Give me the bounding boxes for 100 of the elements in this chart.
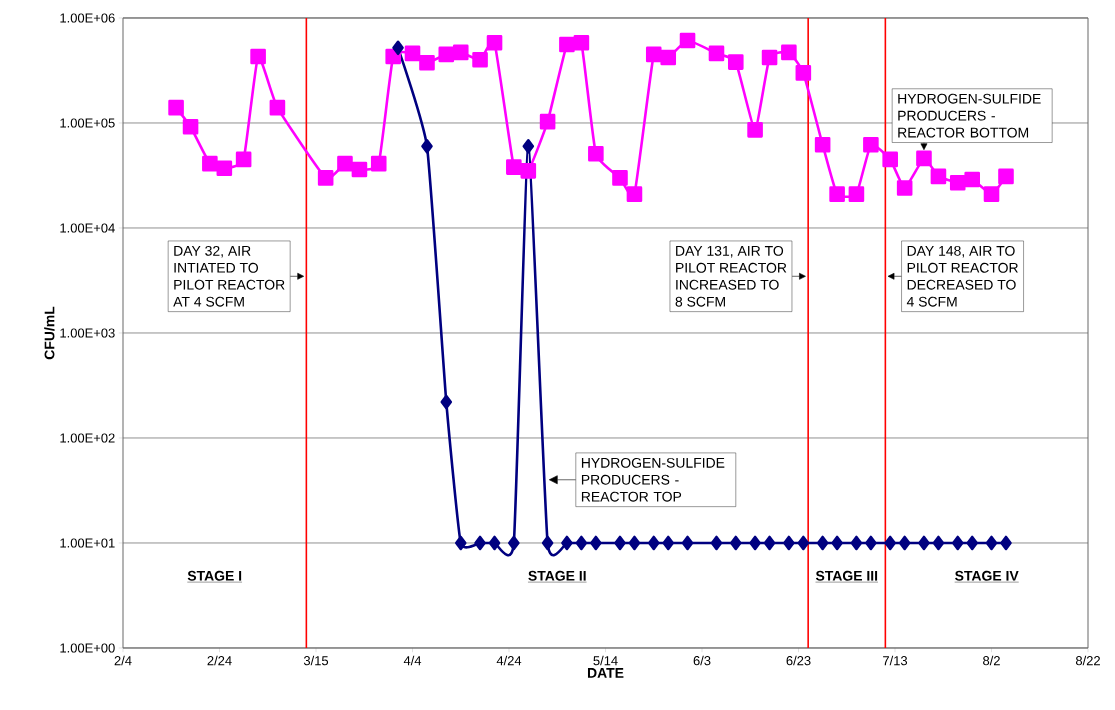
point bbox=[317, 170, 334, 186]
ref-line-label: DAY 148, AIR TO PILOT REACTOR DECREASED TO 4 SCFM bbox=[906, 245, 1018, 307]
y-tick-label: 1.00E+04 bbox=[60, 223, 115, 233]
point bbox=[865, 535, 877, 551]
point bbox=[575, 535, 588, 551]
point bbox=[1000, 535, 1012, 551]
point bbox=[662, 535, 675, 551]
point bbox=[235, 151, 252, 168]
point bbox=[850, 535, 863, 551]
point bbox=[795, 65, 812, 81]
point bbox=[486, 35, 503, 51]
x-tick-label: 7/13 bbox=[883, 655, 908, 666]
x-tick-label: 6/23 bbox=[786, 655, 811, 666]
point bbox=[884, 535, 896, 551]
x-tick-label: 2/4 bbox=[114, 655, 132, 666]
point bbox=[508, 535, 520, 551]
point bbox=[421, 138, 433, 154]
point bbox=[488, 535, 501, 551]
y-tick-label: 1.00E+03 bbox=[60, 328, 115, 338]
point bbox=[520, 163, 537, 179]
point bbox=[998, 168, 1014, 185]
y-tick-label: 1.00E+06 bbox=[60, 13, 115, 23]
point bbox=[930, 168, 947, 185]
point bbox=[614, 535, 626, 551]
point bbox=[588, 145, 604, 162]
annotation: STAGE II bbox=[528, 570, 586, 581]
point bbox=[472, 51, 488, 68]
point bbox=[452, 44, 469, 61]
point bbox=[645, 46, 662, 63]
point bbox=[454, 535, 467, 551]
point bbox=[647, 535, 660, 551]
y-tick-label: 1.00E+01 bbox=[60, 538, 115, 548]
point bbox=[202, 155, 218, 172]
point bbox=[848, 186, 865, 202]
point bbox=[916, 150, 932, 167]
point bbox=[269, 99, 286, 116]
point bbox=[747, 122, 763, 138]
point bbox=[763, 535, 776, 551]
x-tick-label: 8/2 bbox=[983, 655, 1000, 666]
point bbox=[404, 45, 421, 62]
point bbox=[573, 35, 590, 51]
series-label: HYDROGEN-SULFIDE PRODUCERS - REACTOR BOTTOM bbox=[898, 93, 1041, 138]
point bbox=[708, 45, 725, 62]
point bbox=[626, 186, 643, 202]
y-axis-title: CFU/mL bbox=[44, 306, 55, 360]
x-tick-label: 6/3 bbox=[693, 655, 711, 666]
point bbox=[761, 49, 778, 66]
point bbox=[710, 535, 723, 551]
y-tick-label: 1.00E+02 bbox=[60, 433, 115, 443]
point bbox=[831, 535, 843, 551]
x-tick-label: 8/22 bbox=[1075, 655, 1100, 666]
point bbox=[559, 36, 575, 53]
ref-line-label: DAY 32, AIR INTIATED TO PILOT REACTOR AT 4 SCFM bbox=[173, 245, 285, 307]
x-axis-title: DATE bbox=[587, 668, 624, 678]
point bbox=[727, 54, 744, 70]
point bbox=[863, 136, 879, 153]
x-tick-label: 4/4 bbox=[403, 655, 422, 666]
point bbox=[749, 535, 761, 551]
text: HYDROGEN-SULFIDE PRODUCERS - REACTOR TOP bbox=[581, 457, 725, 502]
point bbox=[440, 394, 453, 410]
point bbox=[541, 535, 554, 551]
point bbox=[882, 151, 898, 168]
point bbox=[612, 170, 628, 186]
point bbox=[250, 48, 266, 65]
point bbox=[660, 49, 677, 66]
point bbox=[783, 535, 795, 551]
y-tick-label: 1.00E+00 bbox=[60, 643, 115, 653]
point bbox=[829, 186, 845, 202]
x-tick-label: 4/24 bbox=[496, 655, 522, 666]
point bbox=[370, 155, 387, 172]
point bbox=[781, 44, 797, 61]
point bbox=[932, 535, 945, 551]
annotation: STAGE III bbox=[815, 570, 878, 581]
point bbox=[816, 535, 829, 551]
point bbox=[539, 113, 556, 130]
point bbox=[898, 535, 911, 551]
ref-line-label: DAY 131, AIR TO PILOT REACTOR INCREASED TO 8 SCFM bbox=[675, 245, 787, 307]
point bbox=[506, 159, 522, 175]
point bbox=[964, 171, 981, 188]
point bbox=[392, 40, 404, 56]
point bbox=[983, 186, 1000, 202]
point bbox=[814, 136, 831, 153]
point bbox=[438, 46, 455, 63]
point bbox=[522, 138, 535, 154]
point bbox=[951, 535, 964, 551]
point bbox=[337, 155, 353, 172]
point bbox=[949, 174, 966, 191]
point bbox=[797, 535, 810, 551]
point bbox=[419, 54, 435, 71]
y-tick-label: 1.00E+05 bbox=[60, 118, 115, 128]
point bbox=[966, 535, 979, 551]
point bbox=[474, 535, 486, 551]
annotation: STAGE IV bbox=[955, 570, 1019, 581]
point bbox=[561, 535, 573, 551]
point bbox=[985, 535, 998, 551]
annotation: STAGE I bbox=[187, 570, 242, 581]
point bbox=[351, 161, 368, 178]
x-tick-label: 5/14 bbox=[593, 655, 618, 666]
point bbox=[681, 535, 694, 551]
point bbox=[896, 180, 913, 196]
